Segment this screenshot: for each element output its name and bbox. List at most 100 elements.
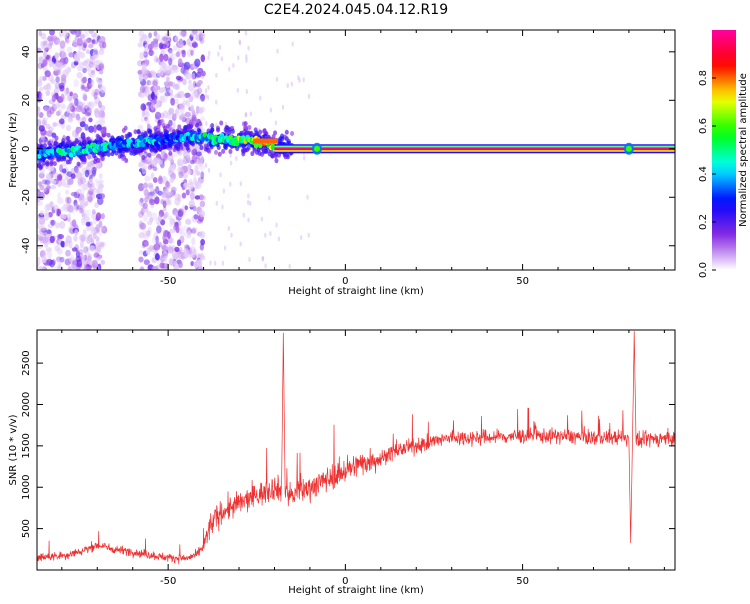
heatmap-cell [163,255,168,263]
heatmap-cell [38,92,44,100]
heatmap-cell [77,38,83,47]
heatmap-cell [167,246,174,254]
y-tick-label: -40 [21,238,32,254]
heatmap-cell [140,202,146,208]
heatmap-cell [207,55,210,61]
heatmap-cell [92,218,97,225]
heatmap-cell [98,193,105,199]
heatmap-cell [49,165,55,172]
heatmap-cell [64,39,70,44]
heatmap-cell [184,111,192,118]
heatmap-cell [291,41,294,47]
y-tick-label: 40 [21,45,32,58]
heatmap-cell [270,152,275,158]
heatmap-cell [218,44,222,50]
heatmap-cell [174,98,179,105]
heatmap-cell [38,56,44,64]
heatmap-cell [149,191,155,196]
heatmap-cell [49,201,54,208]
heatmap-cell [78,248,84,255]
heatmap-cell [215,200,218,206]
heatmap-cell [162,36,168,42]
heatmap-cell [60,140,65,146]
heatmap-cell [203,195,206,201]
heatmap-cell [84,169,90,178]
heatmap-cell [48,61,55,68]
heatmap-cell [93,252,100,258]
heatmap-cell [39,210,44,216]
heatmap-cell [210,127,215,133]
heatmap-cell [176,144,181,150]
spectrogram-axis-ticks: -50 0 50 -40 -20 0 20 40 [21,30,675,287]
heatmap-cell [150,191,157,199]
heatmap-cell [189,123,194,129]
heatmap-cell [69,91,74,97]
heatmap-cell [83,39,88,45]
heatmap-cell [74,55,80,63]
heatmap-cell [199,116,206,122]
heatmap-cell [88,236,95,244]
heatmap-cell [106,151,111,157]
heatmap-cell [159,132,164,138]
heatmap-cell [60,114,67,120]
heatmap-cell [74,98,79,107]
heatmap-cell [45,90,51,96]
heatmap-cell [195,152,201,160]
heatmap-cell [66,135,71,141]
heatmap-cell [199,154,204,163]
heatmap-cell [187,169,192,175]
heatmap-cell [77,30,83,37]
heatmap-cell [89,245,96,252]
heatmap-cell [190,252,196,258]
heatmap-cell [191,114,197,119]
heatmap-cell [155,217,160,226]
heatmap-cell [129,150,134,156]
heatmap-cell [208,50,211,56]
heatmap-cell [51,171,59,178]
heatmap-cell [276,48,279,54]
heatmap-cell [98,110,105,118]
heatmap-cell [47,155,52,161]
heatmap-cell [152,71,158,79]
heatmap-cell [70,105,76,113]
heatmap-cell [138,91,142,98]
heatmap-cell [47,140,52,146]
heatmap-cell [46,229,52,235]
heatmap-cell [176,91,183,98]
heatmap-cell [99,85,107,94]
heatmap-cell [250,151,255,157]
heatmap-cell [232,63,235,69]
heatmap-cell [99,118,106,126]
spectrogram-frame [36,29,676,271]
heatmap-cell [153,85,158,93]
heatmap-cell [100,259,106,265]
snr-panel: -50 0 50 500 1000 1500 2000 2500 Height of stra… [8,329,676,596]
colorbar: 0.0 0.2 0.4 0.6 0.8 Normalized spectral ampl… [698,30,749,278]
heatmap-cell [314,145,321,152]
heatmap-cell [74,165,79,174]
heatmap-cell [66,196,72,204]
heatmap-cell [139,135,144,141]
y-tick-label: -20 [21,189,32,205]
heatmap-cell [184,141,189,147]
heatmap-cell [190,49,194,56]
heatmap-cell [139,266,145,270]
heatmap-cell [106,132,111,138]
heatmap-cell [66,139,71,145]
heatmap-cell [171,251,177,257]
heatmap-cell [85,107,92,116]
heatmap-cell [72,258,77,268]
heatmap-cell [37,200,43,206]
heatmap-cell [89,73,96,78]
heatmap-cell [37,191,42,199]
heatmap-cell [240,148,245,154]
heatmap-cell [69,30,76,35]
heatmap-cell [167,191,174,196]
colorbar-label: Normalized spectral amplitude [738,73,749,227]
heatmap-cell [88,117,93,123]
heatmap-cell [71,219,77,228]
heatmap-cell [195,182,202,190]
heatmap-cell [82,76,87,84]
heatmap-cell [200,95,206,102]
heatmap-cell [195,122,200,128]
